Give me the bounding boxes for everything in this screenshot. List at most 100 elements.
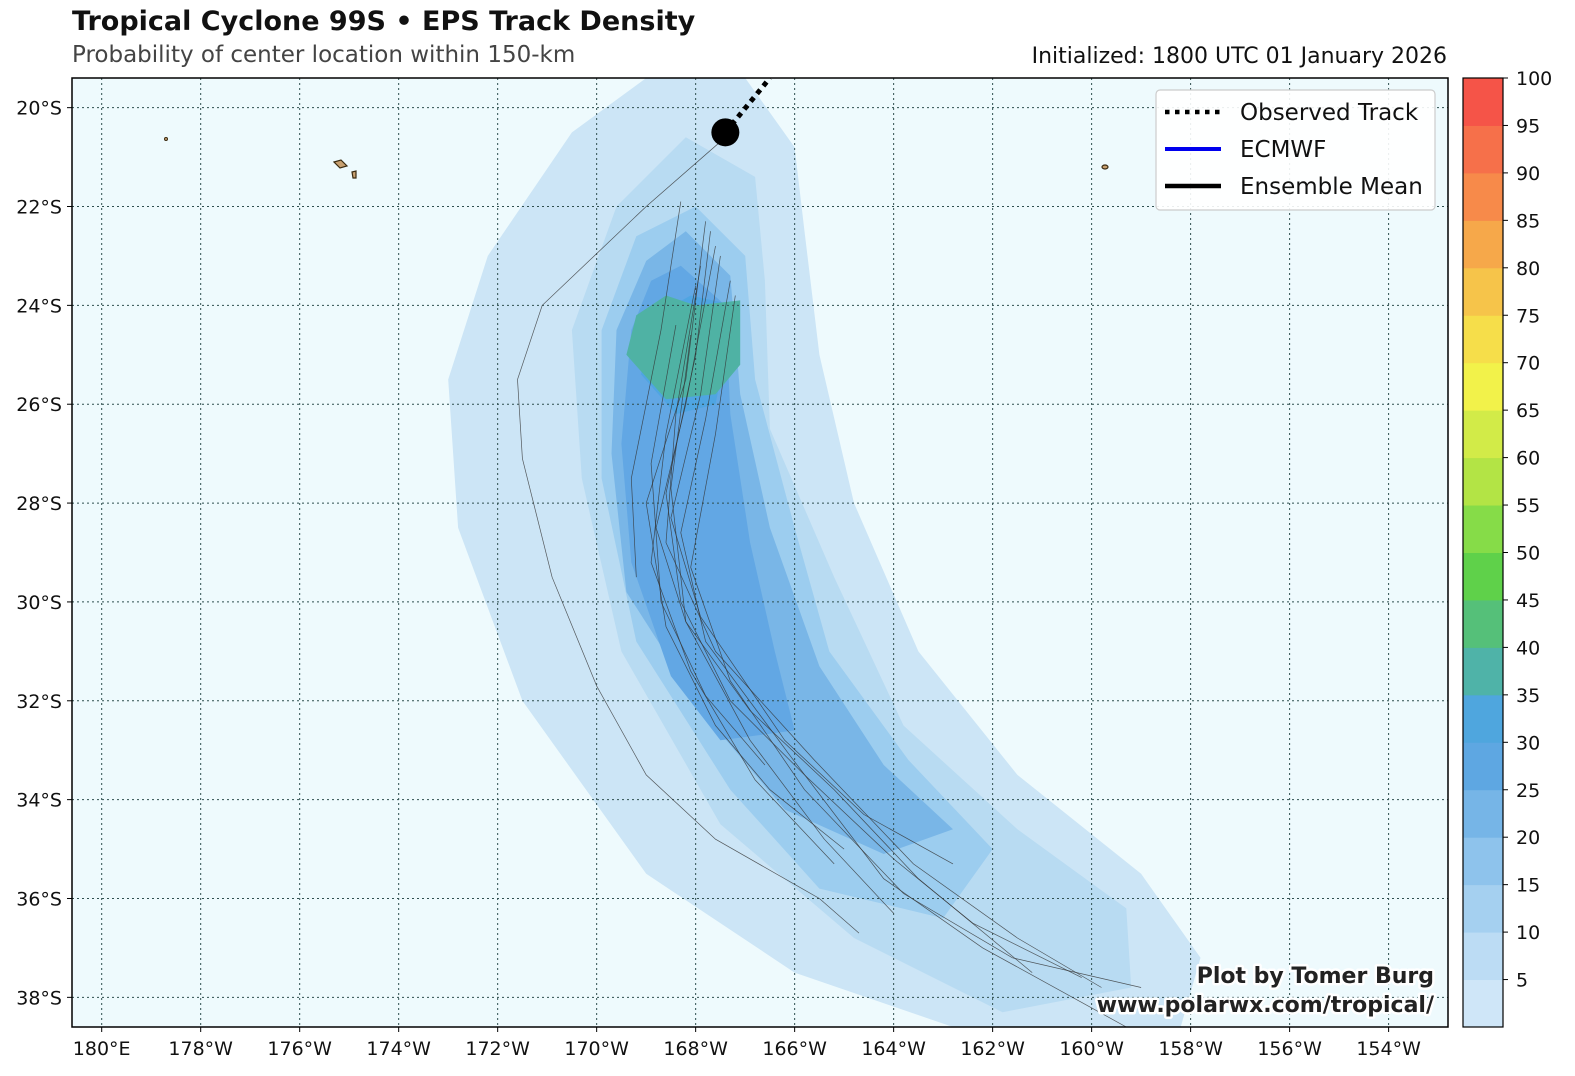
colorbar-segment [1463,410,1503,459]
ensemble-member-track [665,265,1102,988]
legend-box: Observed Track ECMWF Ensemble Mean [1155,89,1436,211]
ensemble-member-track [670,334,894,914]
credit-author: Plot by Tomer Burg [1197,964,1434,989]
colorbar-tick-label: 30 [1516,732,1540,754]
lon-tick-label: 162°W [960,1038,1025,1060]
ensemble-member-track [650,285,835,865]
island-marker [351,170,357,179]
ensemble-member-track [630,201,682,578]
colorbar-segment [1463,267,1503,316]
lat-tick-label: 38°S [16,987,62,1009]
lon-tick-label: 172°W [465,1038,530,1060]
colorbar-segment [1463,789,1503,838]
colorbar-tick-label: 50 [1516,543,1540,565]
colorbar-tick-label: 85 [1516,210,1540,232]
colorbar-segment [1463,172,1503,221]
lat-tick-label: 20°S [16,98,62,120]
probability-colorbar: 5 10 15 20 25 30 35 40 45 50 55 60 65 70 75 80 85 90 95 100 [1463,68,1552,1028]
colorbar-segment [1463,552,1503,601]
lat-tick-label: 32°S [16,691,62,713]
lon-tick-label: 156°W [1257,1038,1322,1060]
colorbar-tick-label: 40 [1516,637,1540,659]
colorbar-segment [1463,220,1503,269]
colorbar-tick-label: 35 [1516,685,1540,707]
colorbar-segment [1463,125,1503,174]
ensemble-member-tracks [517,137,1142,1027]
ensemble-member-track [645,221,845,850]
ensemble-member-track [517,137,860,934]
colorbar-segment [1463,505,1503,553]
colorbar-tick-label: 15 [1516,875,1540,897]
chart-title: Tropical Cyclone 99S • EPS Track Density [72,6,696,37]
lon-tick-label: 164°W [861,1038,926,1060]
colorbar-tick-label: 65 [1516,400,1540,422]
lon-tick-label: 154°W [1356,1038,1421,1060]
storm-center-marker [711,118,740,147]
chart-subtitle: Probability of center location within 15… [72,42,576,68]
lat-tick-label: 24°S [16,295,62,317]
colorbar-segment [1463,979,1503,1028]
colorbar-tick-label: 100 [1516,68,1552,90]
colorbar-segment [1463,315,1503,364]
colorbar-segment [1463,362,1503,411]
ensemble-member-track [680,280,1127,1027]
legend-background [1155,89,1436,211]
lat-tick-label: 26°S [16,394,62,416]
lon-tick-label: 180°E [73,1038,131,1060]
island-marker [332,159,349,169]
longitude-ticks: 180°E 178°W 176°W 174°W 172°W 170°W 168°W 166°W… [73,1027,1421,1060]
lat-tick-label: 36°S [16,888,62,910]
colorbar-segment [1463,694,1503,743]
colorbar-tick-label: 80 [1516,258,1540,280]
island-marker [1101,164,1109,170]
lon-tick-label: 168°W [663,1038,728,1060]
latitude-ticks: 20°S 22°S 24°S 26°S 28°S 30°S 32°S 34°S 36°S 38°S [16,98,72,1009]
colorbar-tick-label: 55 [1516,495,1540,517]
legend-ensemble-mean-label: Ensemble Mean [1240,174,1423,200]
lon-tick-label: 178°W [168,1038,233,1060]
island-marker [164,137,168,141]
lat-tick-label: 34°S [16,790,62,812]
colorbar-tick-label: 20 [1516,827,1540,849]
credit-url: www.polarwx.com/tropical/ [1097,993,1435,1018]
ensemble-member-track [655,246,1033,973]
colorbar-tick-label: 70 [1516,353,1540,375]
colorbar-tick-label: 95 [1516,115,1540,137]
lon-tick-label: 176°W [267,1038,332,1060]
lon-tick-label: 166°W [762,1038,827,1060]
lon-tick-label: 160°W [1059,1038,1124,1060]
legend-ecmwf-label: ECMWF [1240,137,1326,163]
lat-tick-label: 28°S [16,493,62,515]
colorbar-segment [1463,742,1503,791]
ensemble-member-track [650,325,766,766]
colorbar-tick-label: 25 [1516,780,1540,802]
lat-tick-label: 30°S [16,592,62,614]
colorbar-tick-label: 60 [1516,448,1540,470]
colorbar-segment [1463,599,1503,648]
initialized-time: Initialized: 1800 UTC 01 January 2026 [1031,44,1447,69]
lon-tick-label: 158°W [1158,1038,1223,1060]
colorbar-tick-label: 90 [1516,163,1540,185]
map-frame [71,77,1449,1028]
colorbar-frame [1462,77,1504,1028]
lat-tick-label: 22°S [16,197,62,219]
observed-track [711,78,772,147]
colorbar-segment [1463,78,1503,126]
colorbar-segment [1463,457,1503,506]
graticule [72,78,1448,1027]
ensemble-member-track [690,295,1142,988]
lon-tick-label: 174°W [366,1038,431,1060]
colorbar-tick-label: 10 [1516,922,1540,944]
colorbar-tick-label: 75 [1516,305,1540,327]
colorbar-segment [1463,884,1503,933]
density-layers [448,78,1201,1027]
colorbar-segment [1463,647,1503,696]
colorbar-segment [1463,932,1503,981]
island-outlines [164,137,1109,179]
legend-observed-label: Observed Track [1240,100,1419,126]
colorbar-tick-label: 5 [1516,970,1528,992]
lon-tick-label: 170°W [564,1038,629,1060]
ensemble-member-track [670,255,954,865]
colorbar-tick-label: 45 [1516,590,1540,612]
colorbar-segment [1463,837,1503,886]
